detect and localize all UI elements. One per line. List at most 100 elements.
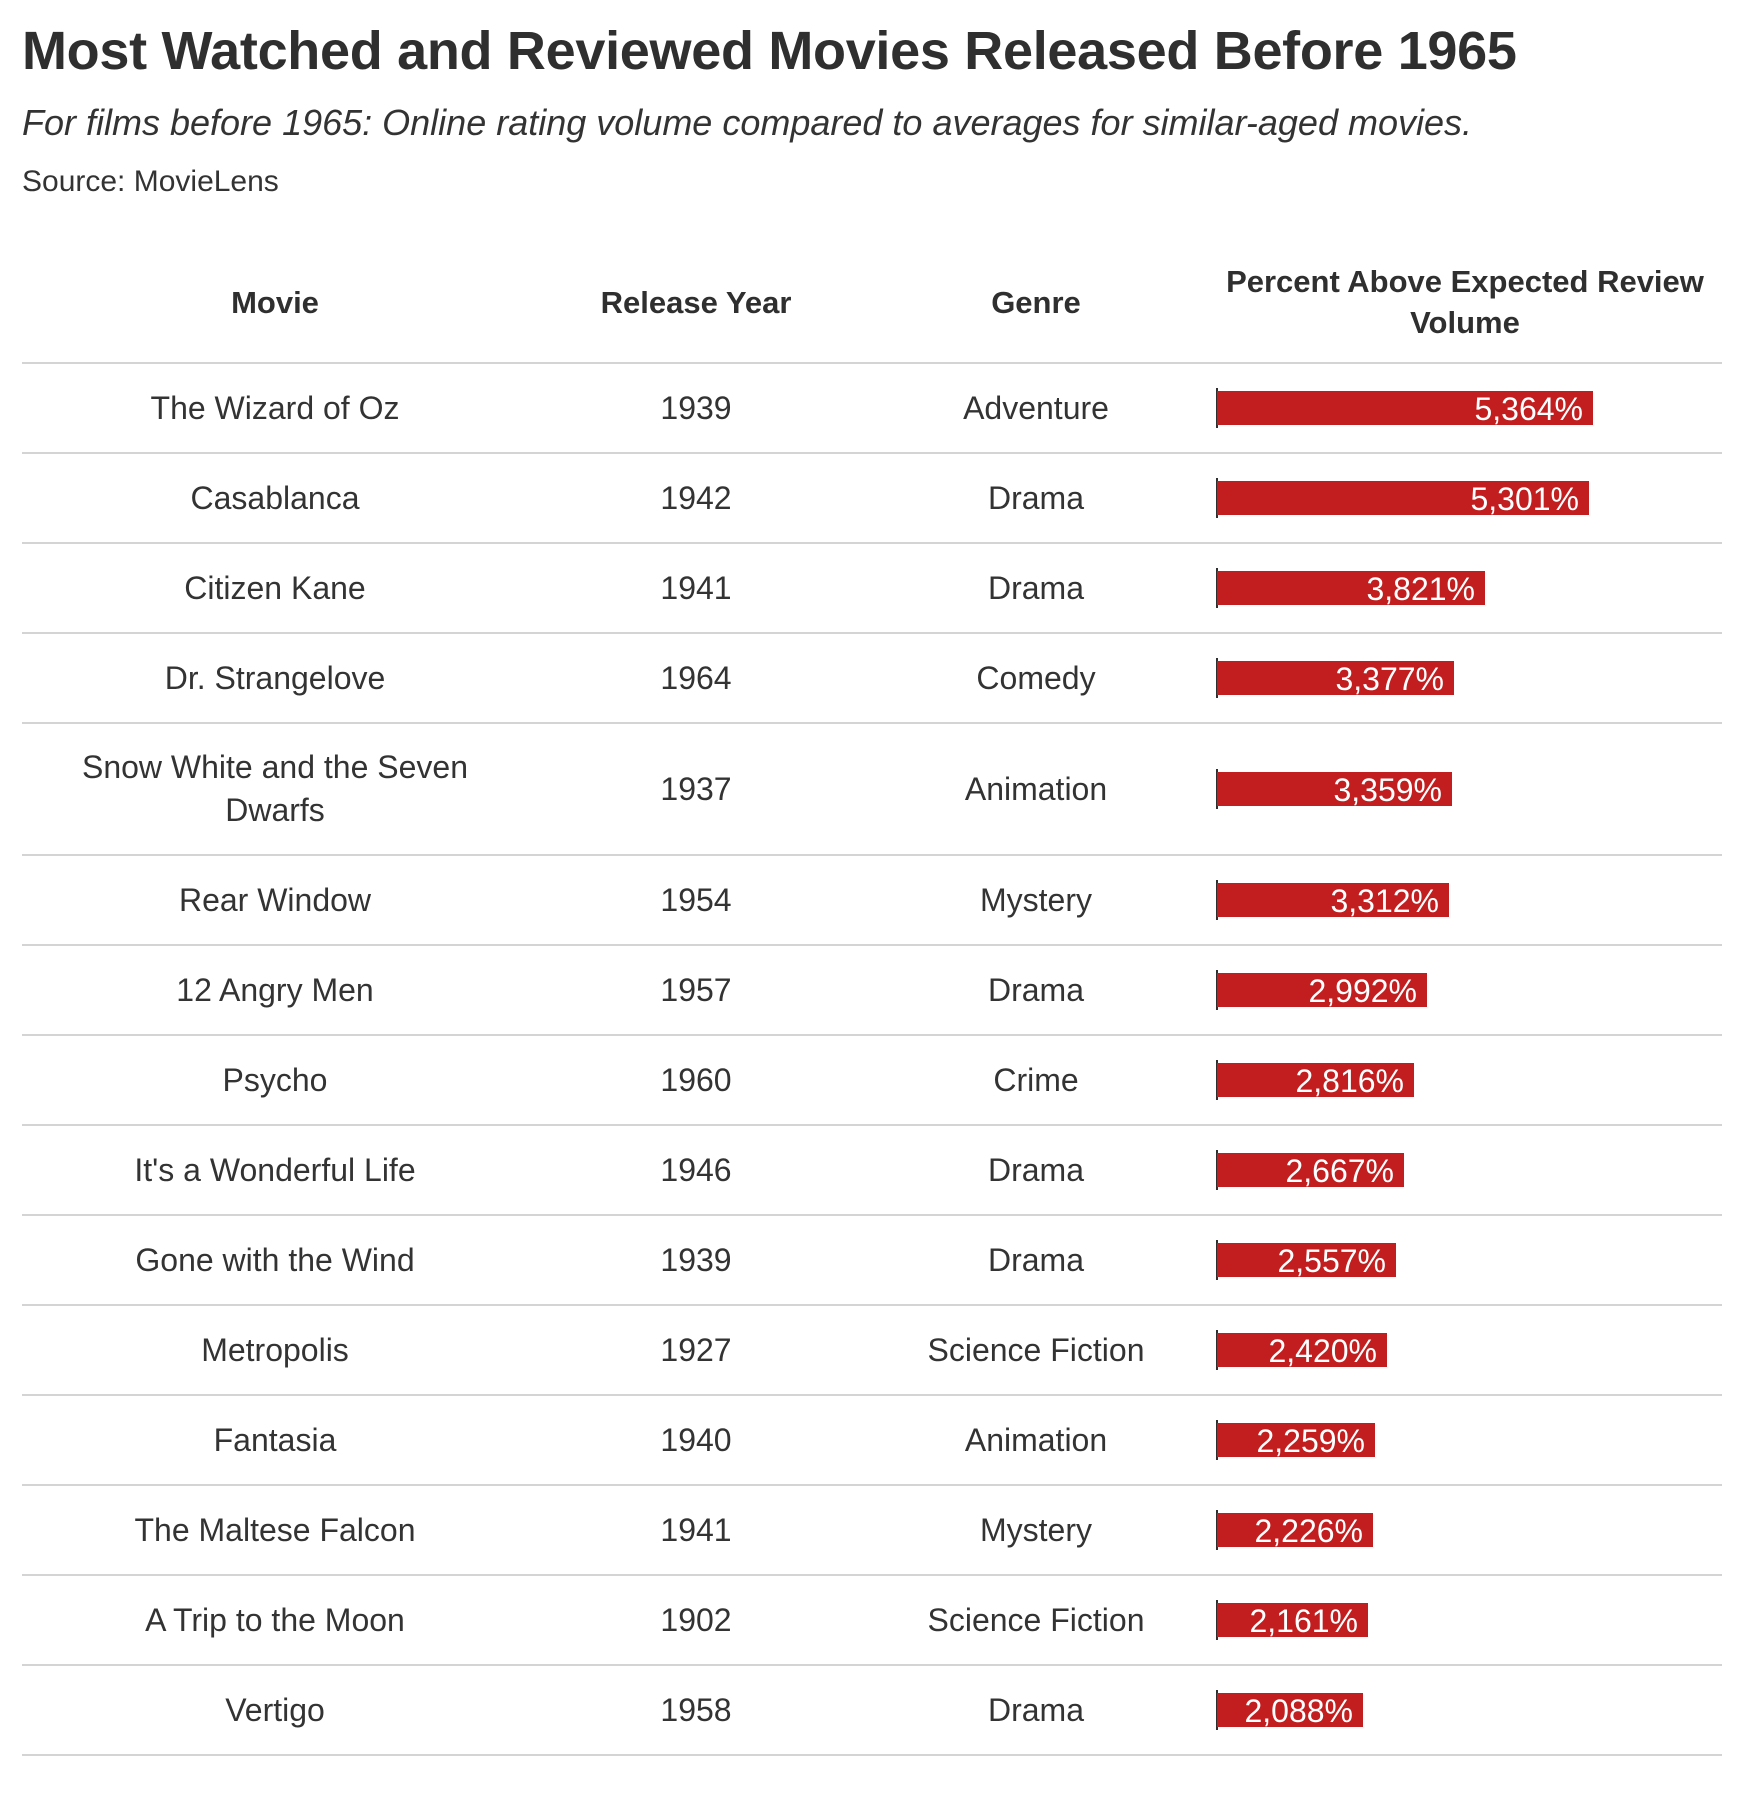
release-year-cell: 1941 (528, 543, 864, 634)
percent-bar-label: 3,312% (1330, 883, 1439, 919)
percent-bar-cell: 3,377% (1208, 633, 1722, 724)
release-year-cell: 1941 (528, 1485, 864, 1576)
percent-bar-cell: 5,301% (1208, 453, 1722, 544)
release-year-cell: 1957 (528, 945, 864, 1036)
percent-bar: 2,420% (1217, 1333, 1387, 1369)
percent-bar-cell: 2,992% (1208, 945, 1722, 1036)
movie-title-cell: Dr. Strangelove (22, 633, 528, 724)
table-row: The Wizard of Oz 1939 Adventure 5,364% (22, 363, 1722, 454)
bar-track: 3,821% (1216, 568, 1716, 608)
genre-cell: Drama (864, 945, 1208, 1036)
percent-bar: 2,992% (1217, 973, 1427, 1009)
table-row: Fantasia 1940 Animation 2,259% (22, 1395, 1722, 1486)
percent-bar-label: 3,359% (1333, 772, 1442, 808)
table-row: It's a Wonderful Life 1946 Drama 2,667% (22, 1125, 1722, 1216)
movie-title-cell: A Trip to the Moon (22, 1575, 528, 1666)
table-row: Psycho 1960 Crime 2,816% (22, 1035, 1722, 1126)
genre-cell: Crime (864, 1035, 1208, 1126)
percent-bar: 2,088% (1217, 1693, 1363, 1728)
release-year-cell: 1939 (528, 1215, 864, 1306)
percent-bar: 2,667% (1217, 1153, 1404, 1189)
chart-title: Most Watched and Reviewed Movies Release… (22, 21, 1517, 81)
release-year-cell: 1946 (528, 1125, 864, 1216)
bar-track: 2,226% (1216, 1510, 1716, 1550)
percent-bar-label: 2,992% (1308, 973, 1417, 1009)
bar-track: 5,301% (1216, 478, 1716, 518)
percent-bar-cell: 2,226% (1208, 1485, 1722, 1576)
percent-bar-label: 2,557% (1277, 1243, 1386, 1279)
percent-bar: 2,557% (1217, 1243, 1396, 1279)
release-year-cell: 1942 (528, 453, 864, 544)
column-header-genre: Genre (864, 242, 1208, 364)
percent-bar-cell: 3,821% (1208, 543, 1722, 634)
movie-title-cell: The Maltese Falcon (22, 1485, 528, 1576)
percent-bar-cell: 2,420% (1208, 1305, 1722, 1396)
movie-title-cell: The Wizard of Oz (22, 363, 528, 454)
bar-track: 3,377% (1216, 658, 1716, 698)
movie-title-cell: Metropolis (22, 1305, 528, 1396)
bar-track: 3,359% (1216, 769, 1716, 809)
percent-bar-label: 3,821% (1366, 571, 1475, 607)
movie-title-cell: Psycho (22, 1035, 528, 1126)
percent-bar-label: 2,420% (1268, 1333, 1377, 1369)
percent-bar-label: 2,259% (1256, 1423, 1365, 1459)
percent-bar: 2,226% (1217, 1513, 1373, 1548)
movie-title-cell: Fantasia (22, 1395, 528, 1486)
percent-bar-cell: 2,557% (1208, 1215, 1722, 1306)
genre-cell: Drama (864, 453, 1208, 544)
percent-bar: 3,821% (1217, 571, 1485, 607)
movie-title-cell: Vertigo (22, 1665, 528, 1756)
genre-cell: Science Fiction (864, 1305, 1208, 1396)
release-year-cell: 1902 (528, 1575, 864, 1666)
movie-title-cell: Citizen Kane (22, 543, 528, 634)
table-row: Gone with the Wind 1939 Drama 2,557% (22, 1215, 1722, 1306)
table-body: The Wizard of Oz 1939 Adventure 5,364% Casab… (22, 363, 1722, 1756)
percent-bar-cell: 2,816% (1208, 1035, 1722, 1126)
movie-title-cell: 12 Angry Men (22, 945, 528, 1036)
release-year-cell: 1958 (528, 1665, 864, 1756)
bar-track: 2,088% (1216, 1690, 1716, 1730)
genre-cell: Comedy (864, 633, 1208, 724)
percent-bar-label: 2,667% (1285, 1153, 1394, 1189)
percent-bar: 3,377% (1217, 661, 1454, 697)
percent-bar-label: 5,364% (1474, 391, 1583, 427)
percent-bar-cell: 3,312% (1208, 855, 1722, 946)
percent-bar: 5,301% (1217, 481, 1589, 516)
percent-bar-label: 2,816% (1295, 1063, 1404, 1099)
movie-title-cell: It's a Wonderful Life (22, 1125, 528, 1216)
percent-bar-cell: 2,088% (1208, 1665, 1722, 1756)
bar-track: 5,364% (1216, 388, 1716, 428)
percent-bar: 2,161% (1217, 1603, 1368, 1639)
genre-cell: Drama (864, 1125, 1208, 1216)
release-year-cell: 1939 (528, 363, 864, 454)
movie-title-cell: Rear Window (22, 855, 528, 946)
percent-bar-label: 3,377% (1335, 661, 1444, 697)
release-year-cell: 1937 (528, 723, 864, 856)
table-row: The Maltese Falcon 1941 Mystery 2,226% (22, 1485, 1722, 1576)
bar-track: 2,259% (1216, 1420, 1716, 1460)
table-row: A Trip to the Moon 1902 Science Fiction 2,1… (22, 1575, 1722, 1666)
release-year-cell: 1940 (528, 1395, 864, 1486)
genre-cell: Science Fiction (864, 1575, 1208, 1666)
percent-bar: 2,259% (1217, 1423, 1375, 1459)
percent-bar-cell: 2,667% (1208, 1125, 1722, 1216)
release-year-cell: 1927 (528, 1305, 864, 1396)
percent-bar: 3,359% (1217, 772, 1452, 808)
genre-cell: Adventure (864, 363, 1208, 454)
table-row: Dr. Strangelove 1964 Comedy 3,377% (22, 633, 1722, 724)
column-header-movie: Movie (22, 242, 528, 364)
percent-bar: 3,312% (1217, 883, 1449, 919)
genre-cell: Animation (864, 1395, 1208, 1486)
percent-bar-label: 2,161% (1249, 1603, 1358, 1639)
table-row: Rear Window 1954 Mystery 3,312% (22, 855, 1722, 946)
percent-bar-cell: 2,161% (1208, 1575, 1722, 1666)
genre-cell: Mystery (864, 855, 1208, 946)
bar-track: 2,420% (1216, 1330, 1716, 1370)
percent-bar-cell: 5,364% (1208, 363, 1722, 454)
movie-title-cell: Gone with the Wind (22, 1215, 528, 1306)
movie-title-cell: Casablanca (22, 453, 528, 544)
percent-bar: 2,816% (1217, 1063, 1414, 1099)
bar-track: 2,161% (1216, 1600, 1716, 1640)
bar-track: 3,312% (1216, 880, 1716, 920)
movies-table: Movie Release Year Genre Percent Above E… (22, 242, 1722, 1756)
